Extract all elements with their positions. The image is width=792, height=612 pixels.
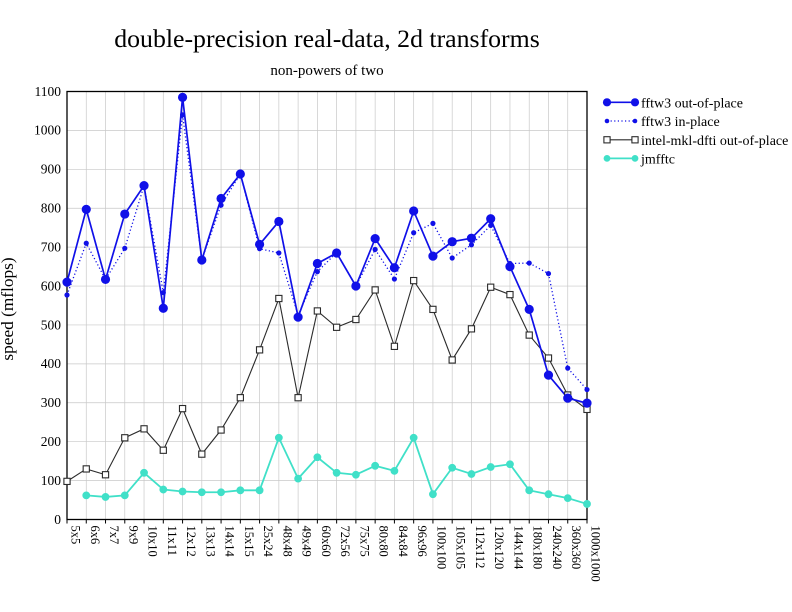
svg-text:11x11: 11x11	[165, 526, 179, 556]
svg-text:12x12: 12x12	[184, 526, 198, 557]
svg-text:10x10: 10x10	[146, 526, 160, 557]
svg-text:double-precision real-data, 2d: double-precision real-data, 2d transform…	[114, 24, 540, 53]
svg-text:1000: 1000	[34, 123, 61, 138]
svg-text:intel-mkl-dfti out-of-place: intel-mkl-dfti out-of-place	[641, 134, 788, 149]
svg-text:105x105: 105x105	[454, 526, 468, 570]
svg-text:7x7: 7x7	[107, 526, 121, 545]
svg-text:180x180: 180x180	[531, 526, 545, 570]
svg-text:75x75: 75x75	[357, 526, 371, 557]
svg-text:non-powers of two: non-powers of two	[270, 63, 383, 79]
svg-text:0: 0	[54, 512, 61, 527]
svg-text:240x240: 240x240	[550, 526, 564, 570]
svg-text:300: 300	[41, 395, 62, 410]
svg-text:25x24: 25x24	[261, 526, 275, 558]
svg-text:14x14: 14x14	[223, 526, 237, 558]
svg-text:200: 200	[41, 434, 62, 449]
svg-text:60x60: 60x60	[319, 526, 333, 557]
svg-text:49x49: 49x49	[300, 526, 314, 557]
svg-text:100x100: 100x100	[434, 526, 448, 570]
svg-text:9x9: 9x9	[126, 526, 140, 545]
svg-text:400: 400	[41, 356, 62, 371]
svg-text:144x144: 144x144	[511, 526, 525, 571]
svg-text:900: 900	[41, 162, 62, 177]
svg-text:72x56: 72x56	[338, 526, 352, 557]
svg-text:13x13: 13x13	[203, 526, 217, 557]
svg-text:fftw3 out-of-place: fftw3 out-of-place	[641, 96, 743, 111]
svg-text:jmfftc: jmfftc	[640, 152, 675, 167]
svg-text:100: 100	[41, 473, 62, 488]
svg-text:48x48: 48x48	[280, 526, 294, 557]
svg-text:96x96: 96x96	[415, 526, 429, 557]
svg-text:speed (mflops): speed (mflops)	[0, 257, 17, 360]
svg-text:120x120: 120x120	[492, 526, 506, 570]
svg-text:80x80: 80x80	[377, 526, 391, 557]
svg-text:1100: 1100	[35, 84, 62, 99]
svg-text:fftw3 in-place: fftw3 in-place	[641, 115, 720, 130]
svg-text:360x360: 360x360	[569, 526, 583, 570]
svg-text:500: 500	[41, 317, 62, 332]
svg-text:15x15: 15x15	[242, 526, 256, 557]
svg-text:112x112: 112x112	[473, 526, 487, 569]
svg-text:600: 600	[41, 278, 62, 293]
svg-text:84x84: 84x84	[396, 526, 410, 558]
svg-text:1000x1000: 1000x1000	[589, 526, 603, 582]
svg-text:6x6: 6x6	[88, 526, 102, 545]
svg-text:700: 700	[41, 239, 62, 254]
svg-text:800: 800	[41, 201, 62, 216]
svg-text:5x5: 5x5	[69, 526, 83, 545]
